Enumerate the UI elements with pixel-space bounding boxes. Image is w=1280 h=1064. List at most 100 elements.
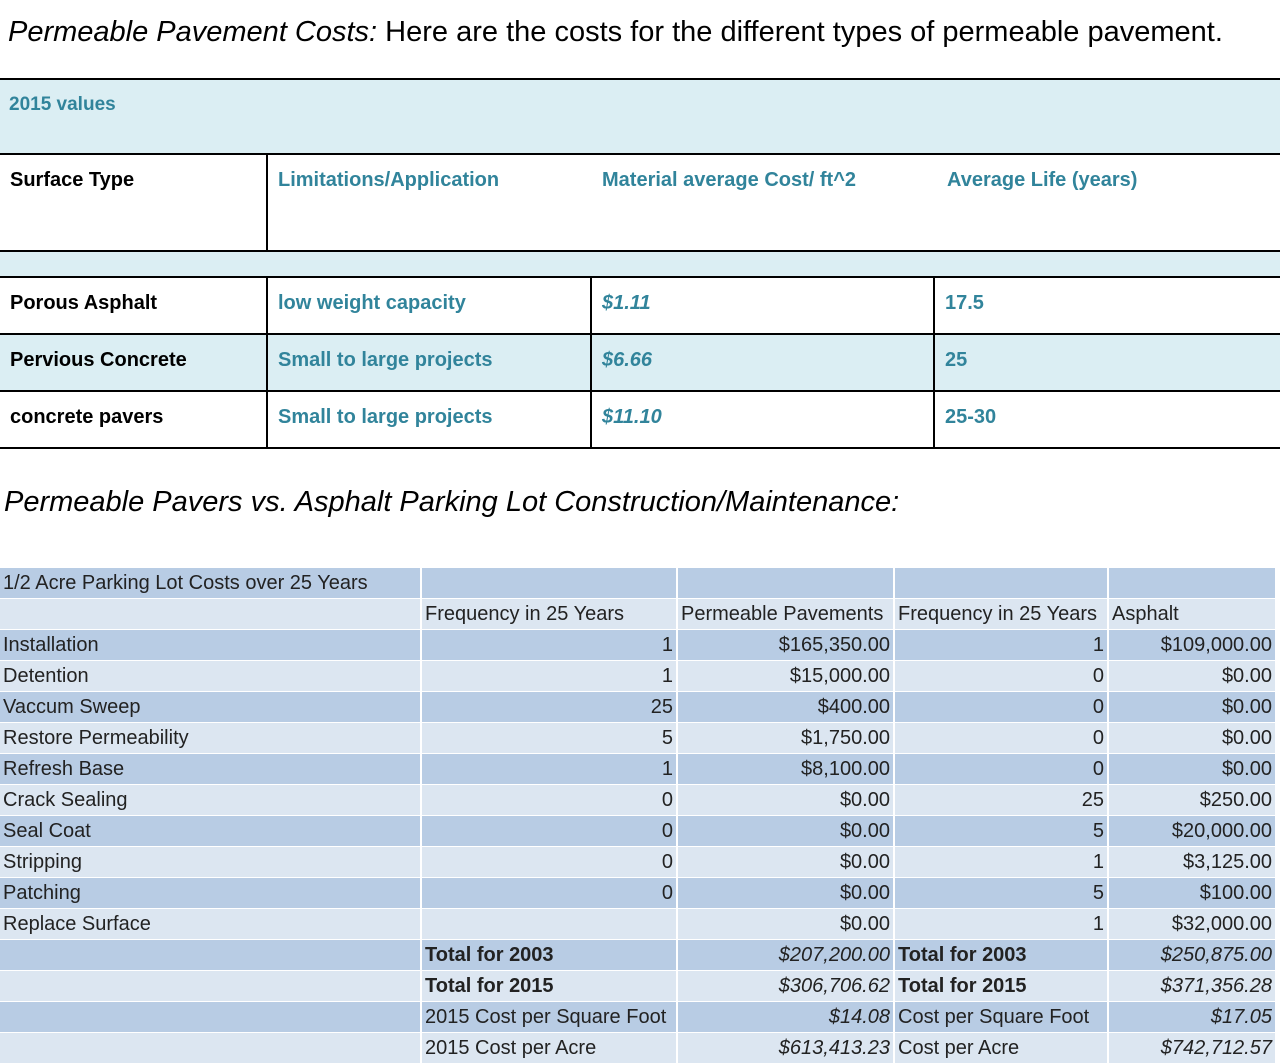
cell-item: Replace Surface: [0, 908, 422, 940]
total-label: Total for 2003: [421, 939, 678, 971]
total-label: Total for 2015: [894, 970, 1109, 1002]
cell-freq-asphalt: 0: [894, 691, 1109, 723]
totals-row: Total for 2015 $306,706.62 Total for 2015 $…: [0, 970, 1277, 1002]
header-row: Frequency in 25 Years Permeable Pavement…: [0, 598, 1277, 630]
cell-item: Seal Coat: [0, 815, 422, 847]
cell-freq-permeable: 5: [421, 722, 678, 754]
cell-limitation: Small to large projects: [266, 392, 590, 447]
cell-cost-permeable: $400.00: [677, 691, 895, 723]
cell-cost-asphalt: $32,000.00: [1108, 908, 1277, 940]
cell-freq-permeable: 1: [421, 753, 678, 785]
section-heading: Permeable Pavers vs. Asphalt Parking Lot…: [4, 486, 900, 518]
cell-life: 17.5: [933, 278, 1280, 333]
heading-label: Permeable Pavement Costs:: [8, 16, 378, 48]
cell-freq-asphalt: 0: [894, 660, 1109, 692]
cell-item: Installation: [0, 629, 422, 661]
cell-empty: [0, 970, 422, 1002]
cell-cost-asphalt: $3,125.00: [1108, 846, 1277, 878]
cell-freq-permeable: 0: [421, 846, 678, 878]
cell-limitation: low weight capacity: [266, 278, 590, 333]
cell-cost-permeable: $0.00: [677, 784, 895, 816]
cell-empty: [0, 1001, 422, 1033]
cell-freq-permeable: 0: [421, 784, 678, 816]
parking-lot-cost-table: 1/2 Acre Parking Lot Costs over 25 Years…: [0, 568, 1277, 1064]
cell-item: Detention: [0, 660, 422, 692]
total-label: Total for 2003: [894, 939, 1109, 971]
cell-cost-permeable: $0.00: [677, 846, 895, 878]
cell-freq-permeable: 1: [421, 629, 678, 661]
table-row: Crack Sealing 0 $0.00 25 $250.00: [0, 784, 1277, 816]
cell-item: Refresh Base: [0, 753, 422, 785]
cell-freq-permeable: 0: [421, 815, 678, 847]
total-value: $17.05: [1108, 1001, 1277, 1033]
totals-row: 2015 Cost per Square Foot $14.08 Cost per …: [0, 1001, 1277, 1033]
spacer-band: [0, 250, 1280, 276]
cell-freq-asphalt: 5: [894, 815, 1109, 847]
total-label: 2015 Cost per Acre: [421, 1032, 678, 1064]
cell-freq-asphalt: 1: [894, 846, 1109, 878]
table-row: Seal Coat 0 $0.00 5 $20,000.00: [0, 815, 1277, 847]
table-row: Pervious Concrete Small to large projects…: [0, 333, 1280, 390]
cell-freq-asphalt: 0: [894, 722, 1109, 754]
pavement-costs-table: 2015 values Surface Type Limitations/App…: [0, 78, 1280, 449]
page-heading: Permeable Pavement Costs: Here are the c…: [8, 16, 1223, 49]
cell-freq-asphalt: 1: [894, 629, 1109, 661]
table-row: Porous Asphalt low weight capacity $1.11 17…: [0, 276, 1280, 333]
header-frequency-permeable: Frequency in 25 Years: [421, 598, 678, 630]
header-cost: Material average Cost/ ft^2: [602, 169, 856, 191]
header-item: [0, 598, 422, 630]
cell-freq-asphalt: 5: [894, 877, 1109, 909]
cell-cost-permeable: $165,350.00: [677, 629, 895, 661]
cell-freq-permeable: 25: [421, 691, 678, 723]
header-row: Surface Type Limitations/Application Mat…: [0, 153, 1280, 250]
total-value: $250,875.00: [1108, 939, 1277, 971]
cell-cost-permeable: $15,000.00: [677, 660, 895, 692]
table-row: Detention 1 $15,000.00 0 $0.00: [0, 660, 1277, 692]
cell-item: Stripping: [0, 846, 422, 878]
header-life: Average Life (years): [947, 169, 1138, 191]
cell-freq-permeable: 1: [421, 660, 678, 692]
cell-cost: $11.10: [590, 392, 933, 447]
cell-cost-permeable: $0.00: [677, 908, 895, 940]
cell-empty: [0, 1032, 422, 1064]
cell-empty: [0, 939, 422, 971]
total-label: Cost per Acre: [894, 1032, 1109, 1064]
cell-item: Patching: [0, 877, 422, 909]
table-row: Installation 1 $165,350.00 1 $109,000.00: [0, 629, 1277, 661]
cell-freq-permeable: 0: [421, 877, 678, 909]
cell-cost-asphalt: $0.00: [1108, 660, 1277, 692]
table-row: concrete pavers Small to large projects $1…: [0, 390, 1280, 447]
table-row: Refresh Base 1 $8,100.00 0 $0.00: [0, 753, 1277, 785]
cell-limitation: Small to large projects: [266, 335, 590, 390]
cell-cost: $1.11: [590, 278, 933, 333]
cell-freq-asphalt: 25: [894, 784, 1109, 816]
cell-cost-asphalt: $250.00: [1108, 784, 1277, 816]
title-row: 1/2 Acre Parking Lot Costs over 25 Years: [0, 568, 1277, 599]
cell-cost-asphalt: $20,000.00: [1108, 815, 1277, 847]
cell-cost-asphalt: $0.00: [1108, 722, 1277, 754]
cell-cost-asphalt: $0.00: [1108, 691, 1277, 723]
total-value: $742,712.57: [1108, 1032, 1277, 1064]
cell-cost-permeable: $0.00: [677, 815, 895, 847]
cell-cost: $6.66: [590, 335, 933, 390]
header-asphalt: Asphalt: [1108, 598, 1277, 630]
total-label: Cost per Square Foot: [894, 1001, 1109, 1033]
header-surface-type: Surface Type: [10, 169, 135, 191]
cell-cost-permeable: $8,100.00: [677, 753, 895, 785]
header-frequency-asphalt: Frequency in 25 Years: [894, 598, 1109, 630]
cell-freq-asphalt: 1: [894, 908, 1109, 940]
cell-life: 25: [933, 335, 1280, 390]
table-row: Replace Surface $0.00 1 $32,000.00: [0, 908, 1277, 940]
cell-cost-permeable: $0.00: [677, 877, 895, 909]
total-value: $613,413.23: [677, 1032, 895, 1064]
total-value: $14.08: [677, 1001, 895, 1033]
header-limitations: Limitations/Application: [266, 155, 590, 250]
table-row: Patching 0 $0.00 5 $100.00: [0, 877, 1277, 909]
cell-cost-asphalt: $0.00: [1108, 753, 1277, 785]
table-row: Restore Permeability 5 $1,750.00 0 $0.00: [0, 722, 1277, 754]
totals-row: Total for 2003 $207,200.00 Total for 2003 $…: [0, 939, 1277, 971]
total-value: $371,356.28: [1108, 970, 1277, 1002]
totals-row: 2015 Cost per Acre $613,413.23 Cost per Ac…: [0, 1032, 1277, 1064]
cell-cost-asphalt: $109,000.00: [1108, 629, 1277, 661]
total-label: 2015 Cost per Square Foot: [421, 1001, 678, 1033]
